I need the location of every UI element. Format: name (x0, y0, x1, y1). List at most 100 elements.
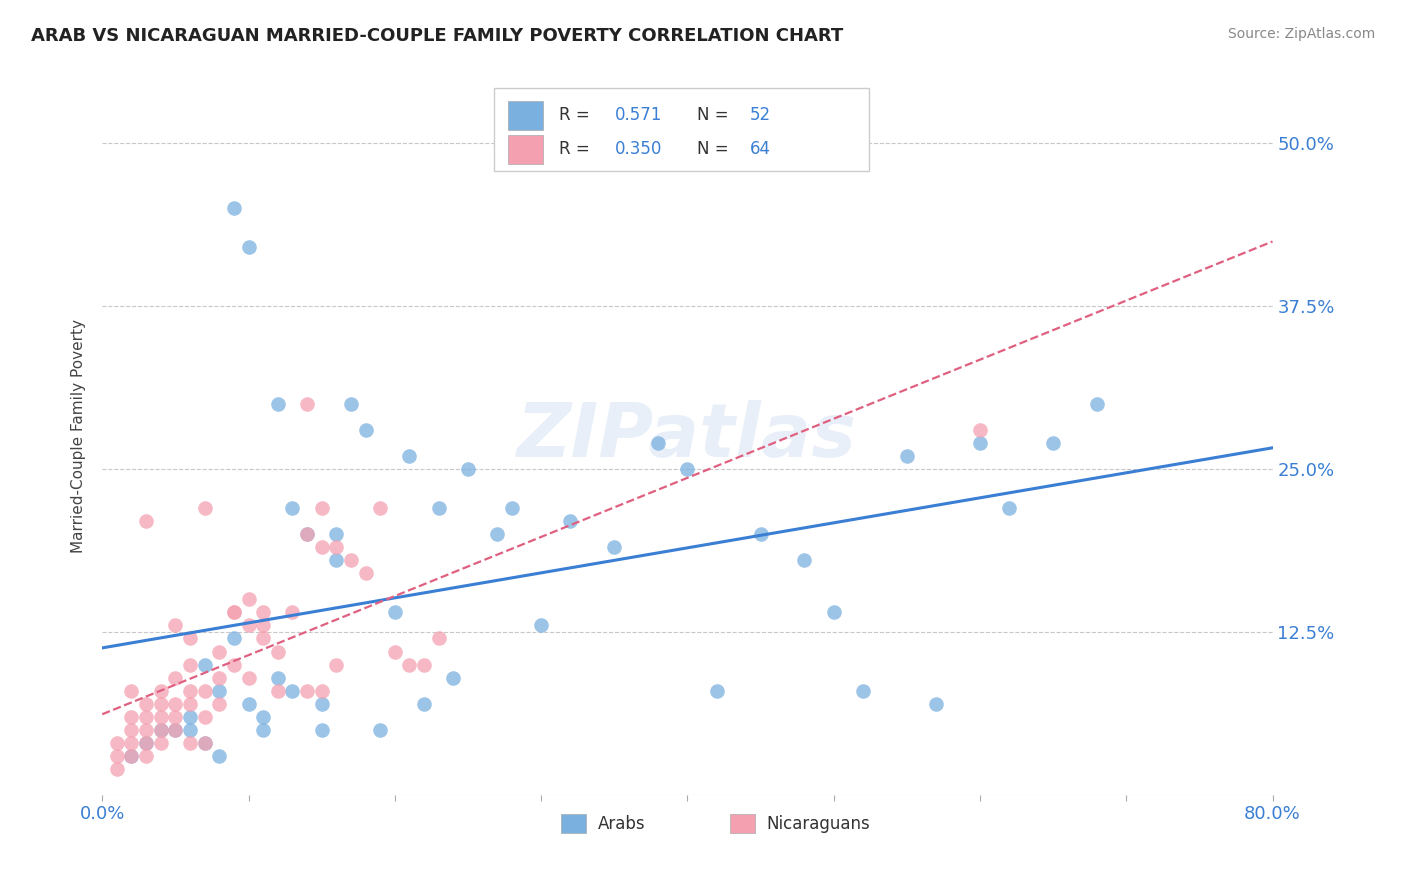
Point (457, 462, 479, 476)
Point (222, 632, 245, 646)
Point (208, 671, 231, 685)
Point (295, 397, 318, 411)
Text: ARAB VS NICARAGUAN MARRIED-COUPLE FAMILY POVERTY CORRELATION CHART: ARAB VS NICARAGUAN MARRIED-COUPLE FAMILY… (31, 27, 844, 45)
Point (647, 435, 669, 450)
Point (208, 748, 231, 763)
Point (194, 736, 217, 750)
Point (325, 553, 347, 567)
Point (238, 592, 260, 607)
Point (311, 723, 333, 737)
Point (165, 723, 187, 737)
Point (149, 723, 172, 737)
Point (368, 501, 391, 516)
Point (135, 697, 157, 711)
Point (252, 632, 274, 646)
Text: 0.350: 0.350 (614, 140, 662, 158)
Text: R =: R = (558, 106, 595, 125)
Point (179, 683, 201, 698)
Point (135, 723, 157, 737)
Point (925, 697, 948, 711)
Point (267, 644, 290, 658)
Point (998, 501, 1021, 516)
Point (105, 736, 128, 750)
Point (105, 762, 128, 776)
Point (208, 683, 231, 698)
Point (354, 566, 377, 581)
Point (165, 618, 187, 632)
Point (121, 710, 143, 724)
Point (340, 553, 363, 567)
Point (179, 632, 201, 646)
Point (121, 748, 143, 763)
Point (413, 697, 436, 711)
Point (311, 501, 333, 516)
Point (238, 697, 260, 711)
Point (441, 671, 464, 685)
Point (295, 683, 318, 698)
FancyBboxPatch shape (495, 88, 869, 170)
Point (135, 748, 157, 763)
Point (267, 397, 290, 411)
Point (194, 501, 217, 516)
Point (311, 540, 333, 554)
Point (179, 736, 201, 750)
Point (501, 501, 523, 516)
Point (325, 657, 347, 672)
Point (149, 710, 172, 724)
Bar (561, 814, 586, 833)
FancyBboxPatch shape (509, 135, 544, 163)
Point (135, 736, 157, 750)
Point (676, 462, 699, 476)
Point (222, 606, 245, 620)
Point (281, 606, 304, 620)
Point (121, 736, 143, 750)
Point (165, 723, 187, 737)
Point (823, 606, 845, 620)
Point (295, 527, 318, 541)
Point (281, 501, 304, 516)
Point (325, 540, 347, 554)
Point (398, 657, 420, 672)
FancyBboxPatch shape (509, 101, 544, 130)
Point (252, 606, 274, 620)
Point (179, 723, 201, 737)
Point (238, 240, 260, 254)
Y-axis label: Married-Couple Family Poverty: Married-Couple Family Poverty (72, 319, 86, 553)
Point (165, 697, 187, 711)
Point (149, 723, 172, 737)
Point (267, 671, 290, 685)
Point (165, 671, 187, 685)
Point (222, 201, 245, 215)
Point (969, 435, 991, 450)
Point (486, 527, 509, 541)
Point (530, 618, 553, 632)
Point (267, 683, 290, 698)
Point (368, 723, 391, 737)
Point (194, 736, 217, 750)
Point (413, 657, 436, 672)
Point (706, 683, 728, 698)
Point (311, 697, 333, 711)
Point (194, 710, 217, 724)
Point (252, 618, 274, 632)
Point (149, 697, 172, 711)
Point (325, 527, 347, 541)
Point (354, 423, 377, 437)
Point (749, 527, 772, 541)
Point (238, 671, 260, 685)
Point (281, 683, 304, 698)
Text: 64: 64 (749, 140, 770, 158)
Point (121, 748, 143, 763)
Point (208, 697, 231, 711)
Point (121, 683, 143, 698)
Point (165, 710, 187, 724)
Text: Nicaraguans: Nicaraguans (766, 814, 870, 832)
Text: Arabs: Arabs (598, 814, 645, 832)
Point (179, 697, 201, 711)
Point (135, 736, 157, 750)
Point (384, 606, 406, 620)
Point (252, 723, 274, 737)
Point (560, 514, 582, 528)
Point (238, 618, 260, 632)
Text: N =: N = (697, 140, 734, 158)
